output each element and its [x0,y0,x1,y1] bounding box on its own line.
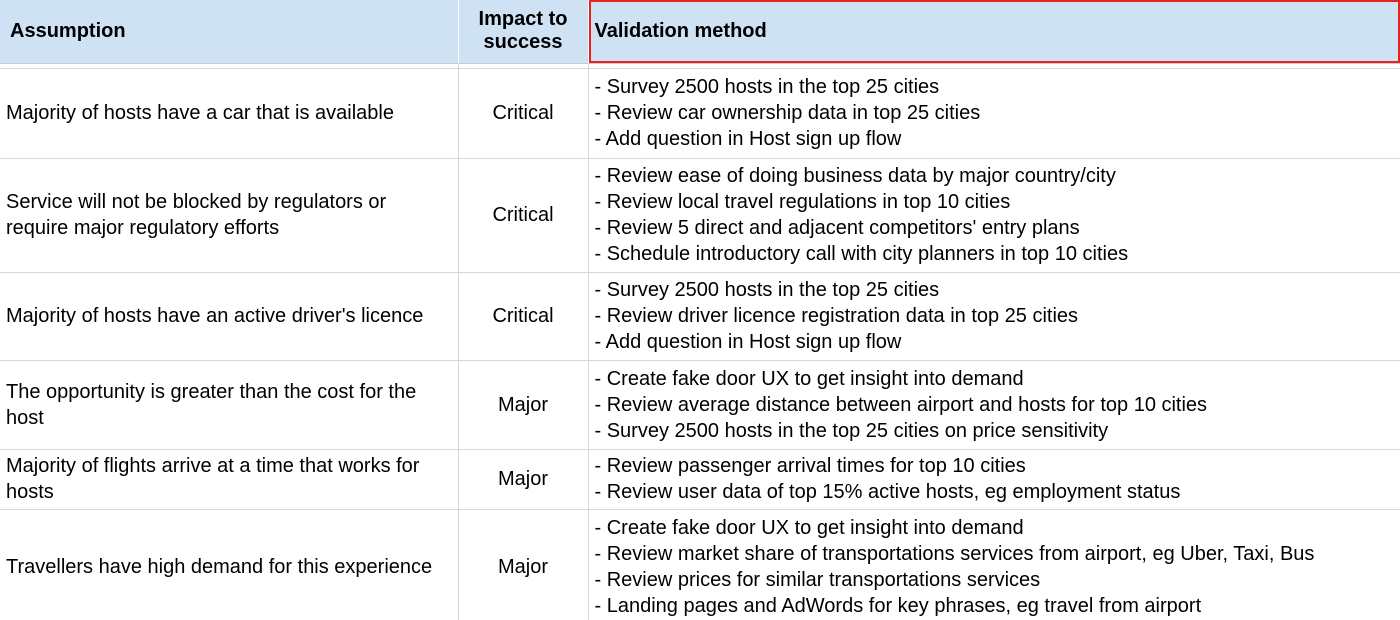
table-row: The opportunity is greater than the cost… [0,360,1400,450]
validation-line: - Survey 2500 hosts in the top 25 cities [594,279,940,301]
assumption-cell[interactable]: Travellers have high demand for this exp… [0,509,459,620]
validation-line: - Schedule introductory call with city p… [594,243,1129,265]
header-validation-selected[interactable]: Validation method [588,0,1400,64]
assumption-cell[interactable]: The opportunity is greater than the cost… [0,360,459,450]
impact-cell[interactable]: Major [458,449,589,510]
validation-line: - Add question in Host sign up flow [594,331,902,353]
validation-line: - Review driver licence registration dat… [594,305,1079,327]
validation-line: - Review user data of top 15% active hos… [594,481,1181,503]
validation-cell[interactable]: - Survey 2500 hosts in the top 25 cities… [588,68,1400,159]
validation-cell[interactable]: - Create fake door UX to get insight int… [588,360,1400,450]
header-assumption[interactable]: Assumption [0,0,459,64]
spacer-cell [0,63,459,69]
validation-line: - Create fake door UX to get insight int… [594,367,1024,390]
assumption-cell[interactable]: Majority of hosts have a car that is ava… [0,68,459,159]
impact-cell[interactable]: Critical [458,272,589,361]
validation-line: - Review car ownership data in top 25 ci… [594,102,981,124]
table-row: Service will not be blocked by regulator… [0,158,1400,273]
spacer-cell [458,63,589,69]
validation-cell[interactable]: - Review passenger arrival times for top… [588,449,1400,510]
validation-line: - Review market share of transportations… [594,543,1315,565]
validation-cell[interactable]: - Create fake door UX to get insight int… [588,509,1400,620]
table-row: Travellers have high demand for this exp… [0,509,1400,620]
header-impact[interactable]: Impact to success [458,0,589,64]
validation-line: - Survey 2500 hosts in the top 25 cities [594,76,940,98]
validation-line: - Landing pages and AdWords for key phra… [594,595,1202,617]
table-row: Majority of flights arrive at a time tha… [0,449,1400,510]
table-row: Majority of hosts have an active driver'… [0,272,1400,361]
validation-line: - Add question in Host sign up flow [594,128,902,150]
validation-line: - Survey 2500 hosts in the top 25 cities… [594,419,1109,442]
header-row: Assumption Impact to success Validation … [0,0,1400,64]
impact-cell[interactable]: Critical [458,68,589,159]
assumption-cell[interactable]: Majority of hosts have an active driver'… [0,272,459,361]
impact-cell[interactable]: Critical [458,158,589,273]
assumption-cell[interactable]: Majority of flights arrive at a time tha… [0,449,459,510]
validation-line: - Review prices for similar transportati… [594,569,1041,591]
validation-line: - Review passenger arrival times for top… [594,455,1026,477]
validation-line: - Review 5 direct and adjacent competito… [594,217,1080,239]
impact-cell[interactable]: Major [458,360,589,450]
table-row: Majority of hosts have a car that is ava… [0,68,1400,159]
validation-line: - Review local travel regulations in top… [594,191,1011,213]
assumption-cell[interactable]: Service will not be blocked by regulator… [0,158,459,273]
validation-cell[interactable]: - Review ease of doing business data by … [588,158,1400,273]
validation-line: - Create fake door UX to get insight int… [594,517,1024,539]
validation-line: - Review ease of doing business data by … [594,165,1116,187]
validation-cell[interactable]: - Survey 2500 hosts in the top 25 cities… [588,272,1400,361]
impact-cell[interactable]: Major [458,509,589,620]
validation-line: - Review average distance between airpor… [594,393,1208,416]
